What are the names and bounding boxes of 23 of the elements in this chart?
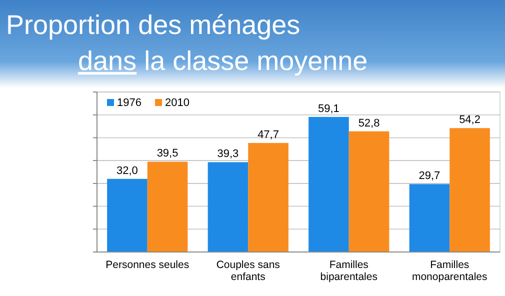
bar xyxy=(450,128,490,252)
bar xyxy=(248,142,288,252)
x-tick-label: Personnes seules xyxy=(106,259,190,271)
data-label: 39,5 xyxy=(156,148,178,160)
data-label: 54,2 xyxy=(459,114,480,126)
data-label: 29,7 xyxy=(418,170,440,182)
x-tick-label: Familles monoparentales xyxy=(412,259,488,283)
bar xyxy=(147,162,188,252)
bar xyxy=(208,162,248,252)
chart-title: Proportion des ménages dans la classe moyenne xyxy=(6,10,368,76)
bar xyxy=(409,184,450,252)
data-label: 32,0 xyxy=(116,164,138,177)
bar xyxy=(348,131,390,252)
bar xyxy=(308,116,349,252)
data-label: 59,1 xyxy=(318,102,340,115)
data-label: 39,3 xyxy=(217,148,239,160)
x-tick-label: Couples sans enfants xyxy=(216,259,280,283)
data-label: 52,8 xyxy=(358,117,380,130)
legend-label: 2010 xyxy=(165,97,190,109)
legend-label: 1976 xyxy=(117,97,142,109)
bar xyxy=(107,178,148,252)
data-label: 47,7 xyxy=(258,128,279,141)
x-tick-label: Familles biparentales xyxy=(320,259,378,283)
